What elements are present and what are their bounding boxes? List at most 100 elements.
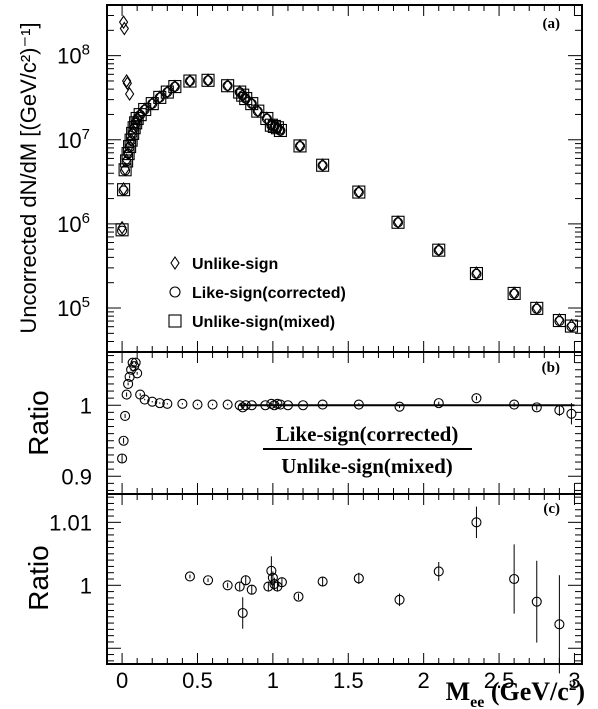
data-point (139, 394, 150, 405)
data-point (391, 215, 405, 229)
data-point (297, 400, 309, 411)
data-point (118, 163, 132, 177)
data-point (353, 399, 364, 410)
data-point (153, 90, 167, 104)
panel-c-label: (c) (543, 501, 560, 517)
data-point (127, 121, 141, 135)
data-point (122, 76, 133, 91)
data-point (120, 154, 134, 168)
data-point (317, 399, 328, 410)
data-point (509, 288, 520, 299)
data-point (317, 160, 328, 171)
data-point (117, 453, 128, 464)
data-point (433, 566, 444, 577)
data-point (121, 147, 135, 161)
y-tick-label: 1 (80, 393, 92, 418)
data-point (117, 183, 131, 197)
axis-ticks: 0 0.5 1 1.5 2 2.5 3 105 106 107 108 0.9 1 1 1.01 (49, 4, 582, 693)
legend-diamond-marker (170, 256, 180, 270)
x-tick-label: 1 (267, 668, 279, 693)
data-point (120, 410, 131, 421)
data-point (276, 577, 287, 588)
data-point (275, 399, 286, 410)
data-point (118, 181, 129, 196)
data-point (133, 108, 147, 122)
data-point (507, 286, 521, 300)
data-point (118, 15, 129, 30)
data-point (394, 401, 405, 412)
data-point (432, 243, 446, 257)
data-point (237, 90, 248, 101)
data-point (129, 116, 143, 130)
data-point (260, 111, 274, 126)
data-point (147, 396, 158, 407)
data-point (471, 393, 482, 404)
data-point (266, 565, 277, 576)
data-point (177, 398, 188, 409)
x-tick-label: 1.5 (333, 668, 364, 693)
data-point (531, 303, 542, 314)
data-point (121, 156, 132, 167)
data-point (392, 217, 404, 228)
panel-c-frame (106, 493, 583, 665)
panel-a-ylabel: Uncorrected dN/dM [(GeV/c²)⁻¹] (16, 22, 41, 333)
y-tick-label: 0.9 (61, 464, 92, 489)
data-point (154, 398, 165, 409)
data-point (246, 400, 257, 411)
data-point (207, 399, 218, 410)
legend-circle-marker (169, 286, 181, 298)
data-point (192, 399, 203, 410)
data-point (184, 76, 195, 87)
data-point (121, 73, 132, 88)
data-point (119, 21, 130, 36)
data-point (169, 81, 180, 92)
legend-entry-unlike-sign: Unlike-sign (192, 256, 278, 273)
x-tick-label: 3 (568, 668, 580, 693)
data-point (234, 400, 245, 411)
data-marks (115, 15, 578, 674)
data-point (168, 80, 182, 94)
data-point (130, 357, 141, 368)
y-tick-label: 105 (57, 294, 90, 321)
data-point (121, 389, 132, 400)
data-point (509, 573, 520, 585)
data-point (117, 220, 127, 235)
ratio-fraction-annotation: Like-sign(corrected) Unlike-sign(mixed) (263, 422, 472, 478)
x-tick-label: 0 (116, 668, 128, 693)
panel-b-label: (b) (542, 360, 560, 376)
y-tick-label: 107 (57, 126, 90, 153)
data-point (270, 121, 284, 135)
data-point (236, 88, 250, 102)
data-point (183, 74, 197, 88)
x-tick-label: 2.5 (484, 668, 515, 693)
data-point (273, 123, 287, 138)
data-point (352, 185, 366, 199)
fraction-numerator: Like-sign(corrected) (276, 422, 459, 446)
y-tick-label: 108 (57, 42, 90, 69)
data-point (201, 73, 215, 87)
data-point (531, 596, 542, 607)
panel-b-ylabel: Ratio (23, 390, 54, 455)
data-point (554, 619, 565, 630)
data-point (433, 398, 444, 409)
data-point (293, 139, 307, 153)
data-point (184, 571, 195, 582)
y-tick-label: 1.01 (49, 510, 92, 535)
data-point (234, 581, 245, 592)
legend: Unlike-sign Like-sign(corrected) Unlike-… (168, 256, 346, 331)
data-point (269, 578, 280, 590)
data-point (471, 268, 482, 279)
data-point (317, 576, 328, 587)
data-point (126, 364, 137, 375)
data-point (294, 141, 306, 152)
fraction-denominator: Unlike-sign(mixed) (281, 454, 453, 478)
x-axis-title: Mee (GeV/c2) (446, 677, 585, 709)
data-point (433, 245, 444, 256)
data-point (124, 87, 135, 101)
data-point (240, 575, 251, 586)
data-point (293, 591, 304, 602)
data-point (509, 399, 520, 410)
data-point (353, 187, 364, 198)
data-point (132, 368, 143, 379)
